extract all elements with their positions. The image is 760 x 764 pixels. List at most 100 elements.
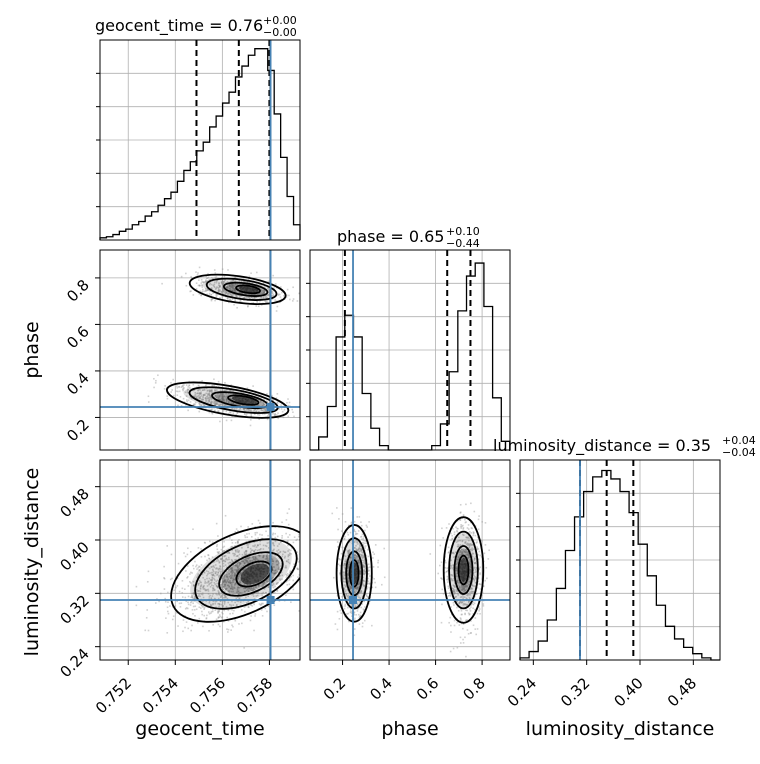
sample-point [199,404,201,406]
sample-point [218,399,221,401]
sample-point [244,534,246,537]
sample-point [451,579,453,582]
sample-point [186,607,189,610]
sample-point [211,610,214,613]
sample-point [165,617,167,619]
sample-point [238,586,241,589]
sample-point [237,568,240,570]
sample-point [242,280,245,282]
sample-point [357,583,360,586]
sample-point [465,585,467,587]
sample-point [263,409,265,411]
sample-point [228,284,231,287]
sample-point [457,556,459,558]
sample-point [282,550,285,553]
sample-point [216,279,219,282]
sample-point [462,587,464,589]
sample-point [231,593,234,596]
sample-point [214,394,216,396]
sample-point [462,602,465,605]
sample-point [353,530,356,532]
sample-point [479,612,481,615]
sample-point [203,388,206,390]
sample-point [350,587,353,589]
sample-point [465,536,467,539]
sample-point [229,288,232,291]
sample-point [231,573,233,575]
sample-point [366,583,369,585]
sample-point [222,283,225,285]
sample-point [244,554,247,556]
sample-point [215,560,218,562]
sample-point [452,556,455,558]
sample-point [272,549,275,552]
sample-point [266,610,268,613]
sample-point [227,556,230,559]
sample-point [289,549,292,552]
sample-point [470,574,472,577]
sample-point [262,583,264,585]
sample-point [273,572,276,575]
sample-point [227,568,229,571]
sample-point [234,288,236,290]
sample-point [219,584,222,586]
sample-point [468,555,471,558]
sample-point [245,414,248,417]
sample-point [234,569,236,571]
sample-point [210,565,213,568]
sample-point [214,602,216,605]
sample-point [221,287,224,289]
sample-point [267,605,270,608]
sample-point [267,290,270,293]
sample-point [195,608,198,611]
sample-point [238,550,240,552]
sample-point [230,567,232,570]
sample-point [468,555,471,558]
sample-point [225,404,228,407]
sample-point [218,290,221,292]
sample-point [463,588,466,590]
sample-point [477,548,480,550]
sample-point [268,299,271,302]
sample-point [225,596,227,599]
sample-point [214,401,216,403]
sample-point [217,410,219,413]
sample-point [163,565,165,568]
sample-point [273,287,275,289]
sample-point [336,628,339,631]
sample-point [222,577,225,580]
sample-point [266,300,268,303]
sample-point [157,374,159,377]
sample-point [248,275,251,278]
sample-point [474,585,476,587]
sample-point [429,553,432,555]
sample-point [203,584,205,587]
sample-point [211,571,214,574]
sample-point [345,560,347,562]
sample-point [455,567,458,569]
sample-point [347,573,349,575]
sample-point [469,543,471,545]
sample-point [266,297,268,299]
sample-point [348,561,351,563]
sample-point [239,571,242,574]
sample-point [209,395,212,398]
sample-point [214,404,216,406]
sample-point [453,531,456,533]
sample-point [222,550,224,552]
sample-point [246,556,249,559]
sample-point [198,569,201,571]
sample-point [166,397,169,400]
sample-point [273,544,276,547]
sample-point [196,576,198,579]
sample-point [354,586,357,589]
sample-point [210,603,212,606]
sample-point [200,279,203,281]
sample-point [347,580,350,582]
sample-point [249,298,251,300]
sample-point [192,580,195,583]
sample-point [244,553,246,556]
y-tick-label: 0.48 [56,485,92,521]
sample-point [247,560,249,563]
sample-point [470,570,473,572]
